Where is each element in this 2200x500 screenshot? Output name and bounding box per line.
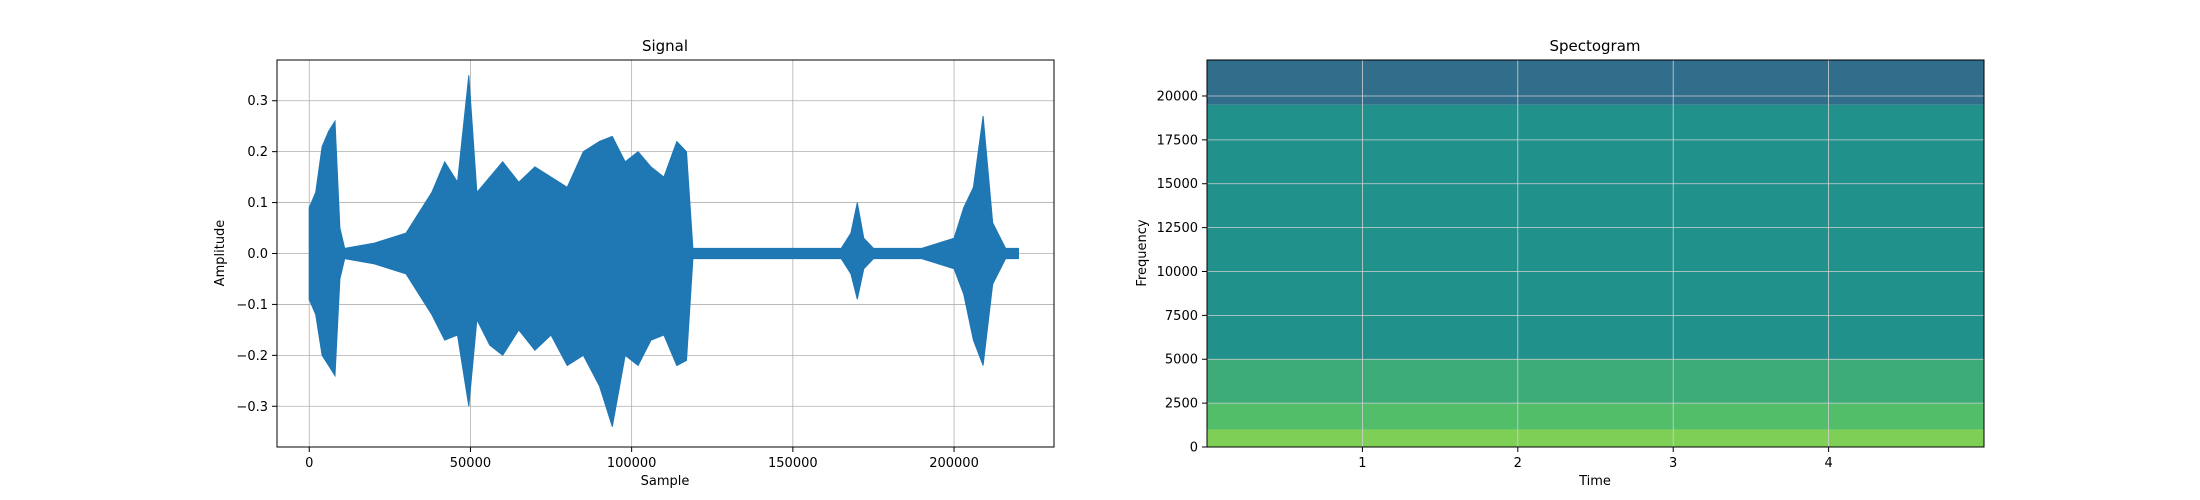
spectrogram-band-2 [1207,359,1984,404]
spectrogram-y-ticks: 0 2500 5000 7500 10000 12500 15000 17500 20000 [1157,89,1207,456]
signal-y-ticks: −0.3 −0.2 −0.1 0.0 0.1 0.2 0.3 [236,94,277,415]
spectrogram-x-tick-label-3: 4 [1824,456,1832,471]
spectrogram-x-tick-label-0: 1 [1358,456,1366,471]
signal-x-tick-label-1: 50000 [450,456,491,471]
signal-x-tick-label-2: 100000 [607,456,657,471]
spectrogram-band-3 [1207,104,1984,360]
spectrogram-y-tick-label-2: 5000 [1165,353,1198,368]
spectrogram-x-ticks: 1 2 3 4 [1358,447,1833,471]
spectrogram-band-4 [1207,60,1984,105]
spectrogram-y-tick-label-4: 10000 [1157,265,1198,280]
spectrogram-band-1 [1207,403,1984,430]
spectrogram-y-tick-label-1: 2500 [1165,397,1198,412]
spectrogram-x-label: Time [1578,474,1611,489]
signal-y-tick-label-5: 0.2 [247,145,268,160]
signal-panel: Signal 0 50000 100000 150000 200000 −0.3 −0.2… [213,37,1055,489]
spectrogram-image [1207,60,1984,447]
spectrogram-y-tick-label-7: 17500 [1157,133,1198,148]
spectrogram-y-tick-label-3: 7500 [1165,309,1198,324]
signal-x-tick-label-0: 0 [305,456,313,471]
spectrogram-y-tick-label-6: 15000 [1157,177,1198,192]
signal-y-label: Amplitude [213,220,228,287]
spectrogram-y-tick-label-8: 20000 [1157,89,1198,104]
signal-waveform [308,75,1019,427]
signal-x-label: Sample [641,474,690,489]
signal-y-tick-label-2: −0.1 [236,298,268,313]
signal-y-tick-label-6: 0.3 [247,94,268,109]
signal-y-tick-label-4: 0.1 [247,196,268,211]
signal-y-tick-label-0: −0.3 [236,400,268,415]
signal-x-tick-label-4: 200000 [929,456,979,471]
spectrogram-y-tick-label-5: 12500 [1157,221,1198,236]
spectrogram-x-tick-label-1: 2 [1514,456,1522,471]
spectrogram-y-label: Frequency [1135,219,1150,286]
signal-y-tick-label-3: 0.0 [247,247,268,262]
spectrogram-band-0 [1207,429,1984,447]
spectrogram-title: Spectogram [1549,37,1640,55]
signal-y-tick-label-1: −0.2 [236,349,268,364]
spectrogram-panel: Spectogram 1 2 3 4 0 2500 5000 7500 10000 12500 1… [1135,37,1985,489]
spectrogram-y-tick-label-0: 0 [1190,441,1198,456]
spectrogram-axes-frame [1206,59,1985,448]
signal-title: Signal [642,37,688,55]
signal-x-ticks: 0 50000 100000 150000 200000 [305,447,979,471]
signal-x-tick-label-3: 150000 [768,456,818,471]
spectrogram-x-tick-label-2: 3 [1669,456,1677,471]
